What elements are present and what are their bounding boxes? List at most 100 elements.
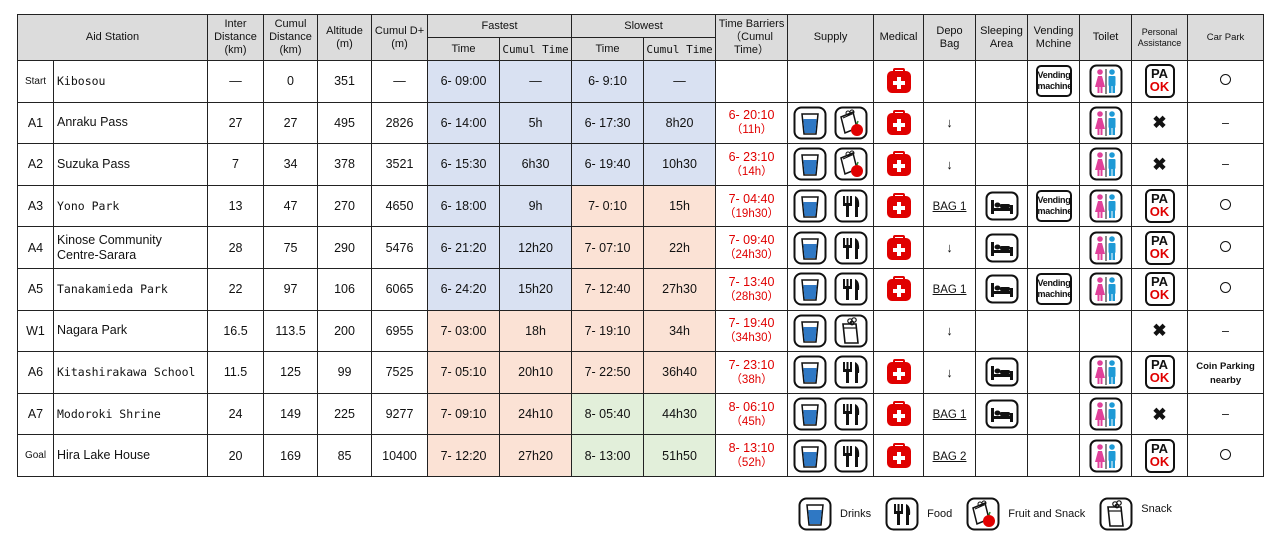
supply — [787, 184, 875, 228]
slowest-time: 6- 17:30 — [571, 101, 645, 145]
altitude: 85 — [317, 434, 373, 477]
medical — [873, 267, 925, 311]
fastest-cumul-time: 9h — [499, 184, 573, 228]
altitude: 106 — [317, 267, 373, 311]
medical-icon — [884, 234, 914, 260]
depo-bag: ↓ — [923, 226, 977, 269]
arrow-down-icon: ↓ — [946, 115, 953, 131]
depo-bag: ↓ — [923, 101, 977, 145]
header-vending: Vending Mchine — [1027, 14, 1081, 61]
toilet-icon — [1087, 106, 1125, 140]
fastest-cumul-time: 27h20 — [499, 434, 573, 477]
depo-bag: BAG 1 — [923, 184, 977, 228]
toilet-icon — [1087, 439, 1125, 473]
altitude: 99 — [317, 351, 373, 394]
header-fastest-cumul-time: Cumul Time — [499, 37, 573, 61]
fastest-time: 7- 09:10 — [427, 392, 501, 436]
slowest-cumul-time: 8h20 — [643, 101, 717, 145]
circle-icon — [1220, 74, 1232, 86]
station-code: A5 — [17, 267, 54, 311]
station-code: Goal — [17, 434, 54, 477]
medical — [873, 351, 925, 394]
time-barrier: 6- 20:10 （11h） — [715, 101, 789, 145]
medical — [873, 434, 925, 477]
medical — [873, 226, 925, 269]
table-row: Start Kibosou —0 351—6- 09:00—6- 9:10— Vendi… — [17, 60, 1265, 103]
station-code: Start — [17, 60, 54, 103]
car-park — [1187, 267, 1265, 311]
toilet — [1079, 101, 1133, 145]
inter-distance: 24 — [207, 392, 265, 436]
header-slowest: Slowest — [571, 14, 717, 38]
station-name: Kitashirakawa School — [52, 351, 209, 394]
header-car-park: Car Park — [1187, 14, 1265, 61]
toilet-icon — [1087, 272, 1125, 306]
header-medical: Medical — [873, 14, 925, 61]
depo-bag-label: BAG 2 — [932, 450, 967, 463]
slowest-cumul-time: 15h — [643, 184, 717, 228]
header-slowest-time: Time — [571, 37, 645, 61]
vending-machine — [1027, 434, 1081, 477]
altitude: 378 — [317, 143, 373, 186]
car-park — [1187, 60, 1265, 103]
station-code: A1 — [17, 101, 54, 145]
personal-assistance: PA OK — [1131, 434, 1189, 477]
sleeping-area — [975, 60, 1029, 103]
depo-bag: ↓ — [923, 143, 977, 186]
arrow-down-icon: ↓ — [946, 323, 953, 339]
station-name: Suzuka Pass — [52, 143, 209, 186]
header-inter-distance: Inter Distance (km) — [207, 14, 265, 61]
header-fastest-time: Time — [427, 37, 501, 61]
food-icon — [832, 189, 870, 223]
supply — [787, 60, 875, 103]
personal-assistance: ✖ — [1131, 101, 1189, 145]
medical-icon — [884, 401, 914, 427]
personal-assistance: PA OK — [1131, 351, 1189, 394]
cumul-dplus: 2826 — [371, 101, 429, 145]
altitude: 270 — [317, 184, 373, 228]
drinks-icon — [791, 231, 829, 265]
car-park: – — [1187, 309, 1265, 353]
altitude: 200 — [317, 309, 373, 353]
cumul-dplus: 6955 — [371, 309, 429, 353]
bed-icon — [983, 274, 1021, 304]
drinks-icon — [791, 397, 829, 431]
supply — [787, 309, 875, 353]
toilet-icon — [1087, 189, 1125, 223]
circle-icon — [1220, 448, 1232, 460]
time-barrier-cumul: （28h30） — [724, 290, 780, 303]
food-icon — [832, 272, 870, 306]
header-toilet: Toilet — [1079, 14, 1133, 61]
station-name: Tanakamieda Park — [52, 267, 209, 311]
depo-bag: BAG 1 — [923, 392, 977, 436]
toilet — [1079, 434, 1133, 477]
coin-parking-label: Coin Parking nearby — [1196, 361, 1255, 387]
supply — [787, 351, 875, 394]
time-barrier-cumul: （34h30） — [724, 332, 780, 345]
medical-icon — [884, 109, 914, 135]
slowest-cumul-time: 10h30 — [643, 143, 717, 186]
station-code: A3 — [17, 184, 54, 228]
time-barrier: 8- 13:10 （52h） — [715, 434, 789, 477]
toilet — [1079, 184, 1133, 228]
arrow-down-icon: ↓ — [946, 156, 953, 172]
vending-machine — [1027, 226, 1081, 269]
sleeping-area — [975, 143, 1029, 186]
car-park-value: – — [1222, 323, 1229, 338]
station-code: A4 — [17, 226, 54, 269]
bed-icon — [983, 191, 1021, 221]
cumul-distance: 97 — [263, 267, 319, 311]
fastest-time: 6- 18:00 — [427, 184, 501, 228]
time-barrier-cumul: （45h） — [730, 415, 773, 428]
time-barrier-cumul: （52h） — [730, 457, 773, 470]
header-slowest-cumul-time: Cumul Time — [643, 37, 717, 61]
time-barrier-time: 8- 06:10 — [728, 399, 775, 414]
slowest-time: 8- 13:00 — [571, 434, 645, 477]
depo-bag: BAG 1 — [923, 267, 977, 311]
time-barrier-cumul: （11h） — [730, 124, 773, 137]
time-barrier: 7- 13:40 （28h30） — [715, 267, 789, 311]
time-barrier-time: 7- 09:40 — [728, 233, 775, 248]
cumul-distance: 47 — [263, 184, 319, 228]
inter-distance: 27 — [207, 101, 265, 145]
toilet — [1079, 143, 1133, 186]
